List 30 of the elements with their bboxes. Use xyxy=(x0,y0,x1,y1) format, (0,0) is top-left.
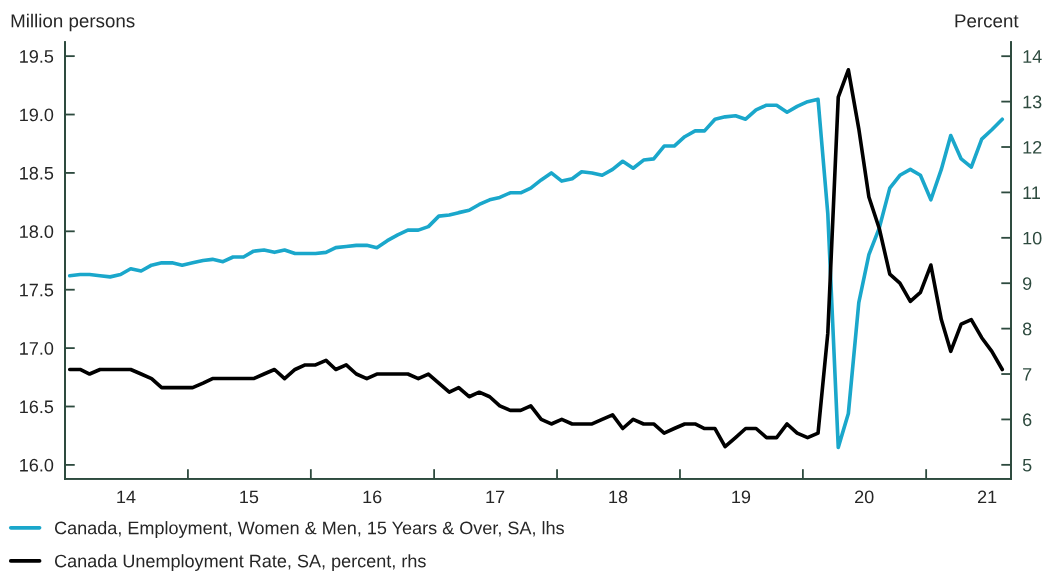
x-tick-label: 19 xyxy=(732,490,751,504)
x-tick-label: 21 xyxy=(977,490,997,504)
y2-tick-label: 8 xyxy=(1022,322,1032,336)
y2-axis-title: Percent xyxy=(955,14,1019,28)
y2-tick-label: 7 xyxy=(1023,368,1032,381)
y-tick-label: 19.0 xyxy=(20,108,54,122)
y2-tick-label: 6 xyxy=(1023,413,1032,427)
y-tick-label: 17.5 xyxy=(20,283,54,297)
y2-tick-label: 10 xyxy=(1023,231,1042,245)
y2-tick-label: 12 xyxy=(1023,140,1042,154)
y-tick-label: 18.5 xyxy=(20,166,54,180)
x-tick-label: 17 xyxy=(486,490,505,504)
y2-tick-label: 11 xyxy=(1023,186,1040,199)
x-tick-label: 18 xyxy=(609,490,628,504)
y-tick-label: 16.0 xyxy=(20,458,54,472)
x-tick-label: 20 xyxy=(855,490,874,504)
legend-label: Canada, Employment, Women & Men, 15 Years & Over, SA, lhs xyxy=(54,521,564,538)
y-tick-label: 16.5 xyxy=(20,400,54,414)
y2-tick-label: 13 xyxy=(1023,95,1042,109)
y2-tick-label: 5 xyxy=(1022,458,1032,472)
y2-tick-label: 9 xyxy=(1022,277,1032,290)
y-tick-label: 17.0 xyxy=(20,342,54,355)
y2-tick-label: 14 xyxy=(1023,50,1042,63)
y-tick-label: 19.5 xyxy=(20,50,54,63)
legend-label: Canada Unemployment Rate, SA, percent, rhs xyxy=(54,554,426,571)
x-tick-label: 16 xyxy=(363,490,382,504)
x-tick-label: 15 xyxy=(240,490,259,504)
y-axis-title: Million persons xyxy=(11,13,135,32)
y-tick-label: 18.0 xyxy=(20,225,54,239)
x-tick-label: 14 xyxy=(117,490,136,504)
